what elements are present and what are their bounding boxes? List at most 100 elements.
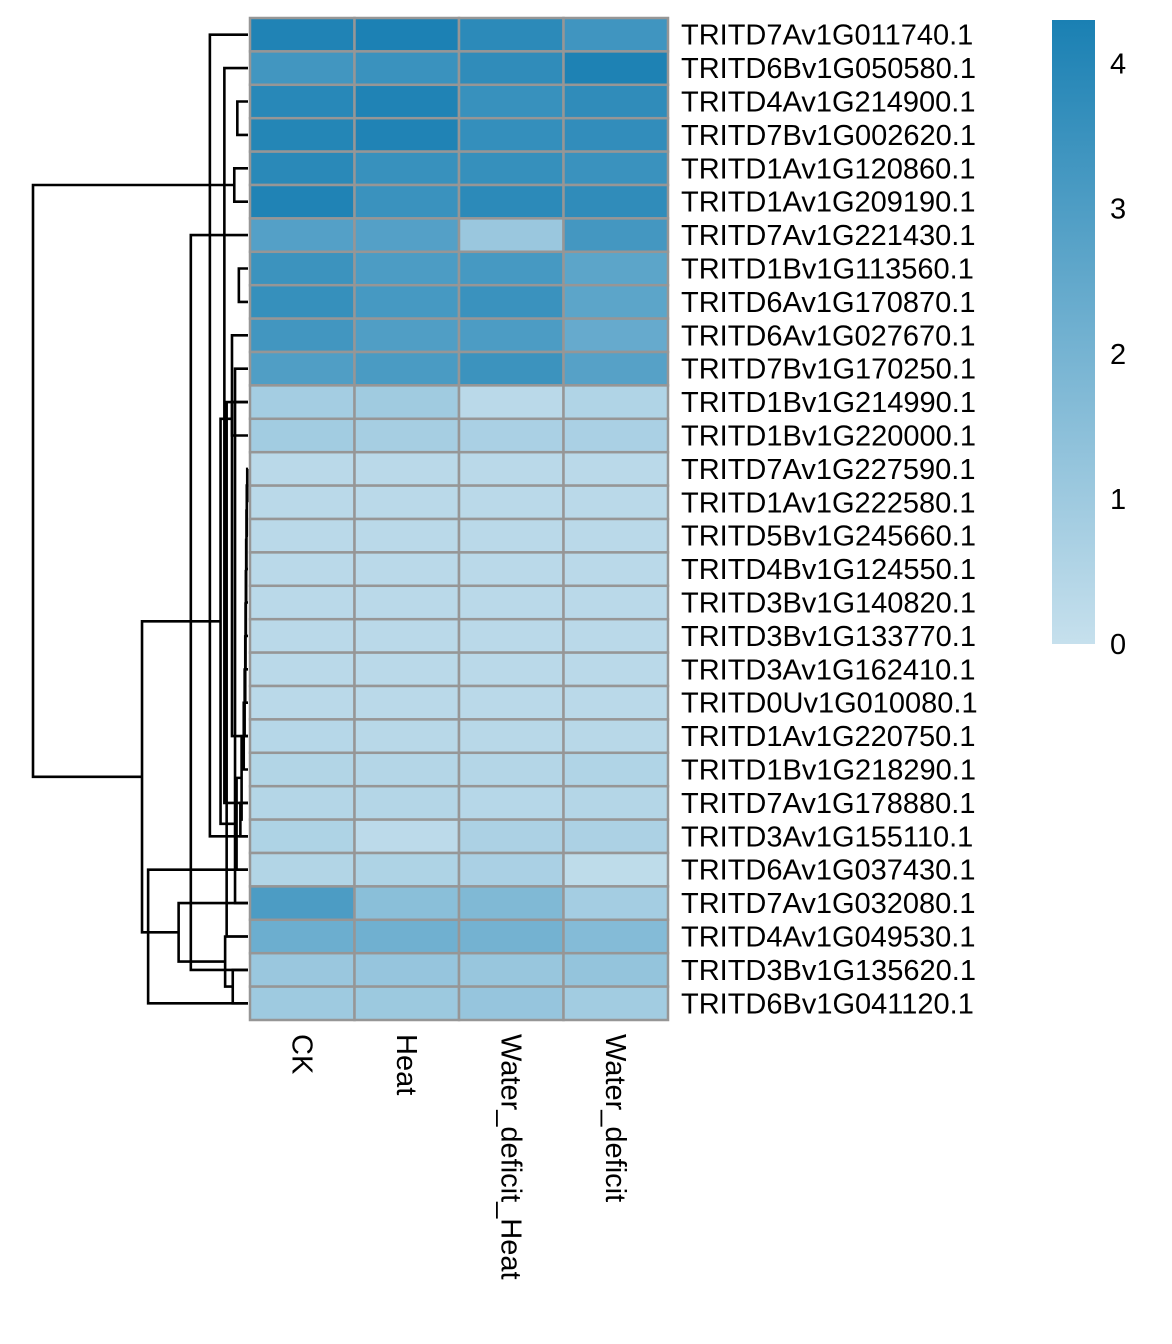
heatmap-cell (457, 551, 565, 588)
row-label: TRITD1Av1G222580.1 (681, 487, 975, 519)
heatmap-cell (248, 16, 356, 53)
heatmap-cell (353, 283, 461, 320)
heatmap-cell (353, 784, 461, 821)
heatmap-cell (562, 116, 670, 153)
heatmap-cell (353, 217, 461, 254)
heatmap-cell (457, 617, 565, 654)
heatmap-cell (457, 818, 565, 855)
heatmap-cell (353, 83, 461, 120)
heatmap-cell (457, 250, 565, 287)
heatmap-cell (248, 250, 356, 287)
heatmap-cell (562, 384, 670, 421)
heatmap-cell (353, 417, 461, 454)
heatmap-cell (353, 851, 461, 888)
heatmap-cell (248, 116, 356, 153)
heatmap-cell (353, 50, 461, 87)
heatmap-cell (248, 818, 356, 855)
heatmap-cell (457, 83, 565, 120)
heatmap-cell (353, 484, 461, 521)
row-labels: TRITD7Av1G011740.1TRITD6Bv1G050580.1TRIT… (681, 20, 978, 1021)
heatmap-cell (562, 150, 670, 187)
heatmap-cell (562, 718, 670, 755)
heatmap-cell (248, 183, 356, 220)
heatmap-cell (248, 217, 356, 254)
heatmap-cell (353, 317, 461, 354)
heatmap-cell (562, 985, 670, 1022)
heatmap-cell (353, 150, 461, 187)
dendrogram-branch (177, 901, 248, 963)
row-dendrogram (31, 33, 249, 1005)
heatmap-cell (248, 484, 356, 521)
heatmap-cell (457, 784, 565, 821)
heatmap-cell (562, 283, 670, 320)
heatmap-cell (562, 885, 670, 922)
heatmap-cell (457, 517, 565, 554)
heatmap-cell (562, 16, 670, 53)
heatmap-cell (562, 317, 670, 354)
column-labels: CK Heat Water_deficit_Heat Water_deficit (285, 1034, 631, 1280)
heatmap-cell (248, 918, 356, 955)
heatmap-cell (353, 751, 461, 788)
heatmap-cell (248, 751, 356, 788)
heatmap-cell (353, 885, 461, 922)
row-label: TRITD1Bv1G220000.1 (681, 421, 976, 453)
heatmap-cell (353, 951, 461, 988)
heatmap-cell (457, 584, 565, 621)
heatmap-cell (353, 16, 461, 53)
heatmap-cell (562, 217, 670, 254)
heatmap-cell (248, 684, 356, 721)
heatmap-cell (562, 350, 670, 387)
heatmap-cell (248, 450, 356, 487)
heatmap-cells (248, 16, 670, 1022)
heatmap-cell (248, 50, 356, 87)
heatmap-cell (353, 517, 461, 554)
dendrogram-branch (240, 734, 244, 821)
heatmap-cell (248, 885, 356, 922)
column-label: Heat (390, 1034, 422, 1095)
heatmap-cell (248, 283, 356, 320)
row-label: TRITD4Bv1G124550.1 (681, 554, 976, 586)
heatmap-cell (248, 617, 356, 654)
heatmap-cell (353, 250, 461, 287)
legend-tick-label: 0 (1110, 629, 1126, 661)
heatmap-cell (562, 584, 670, 621)
dendrogram-branch (230, 334, 248, 738)
row-label: TRITD7Av1G221430.1 (681, 220, 975, 252)
heatmap-cell (562, 818, 670, 855)
dendrogram-branch (223, 935, 248, 988)
heatmap-cell (353, 718, 461, 755)
heatmap-cell (248, 350, 356, 387)
heatmap-cell (562, 517, 670, 554)
heatmap-cell (353, 684, 461, 721)
heatmap-cell (353, 985, 461, 1022)
heatmap-cell (457, 684, 565, 721)
heatmap-cell (248, 651, 356, 688)
row-label: TRITD6Av1G037430.1 (681, 855, 975, 887)
heatmap-cell (248, 985, 356, 1022)
heatmap-cell (457, 484, 565, 521)
heatmap-cell (457, 651, 565, 688)
row-label: TRITD3Av1G155110.1 (681, 821, 973, 853)
color-legend: 0 1 2 3 4 (1052, 20, 1126, 661)
column-label: Water_deficit_Heat (494, 1034, 526, 1280)
heatmap-cell (562, 50, 670, 87)
row-label: TRITD1Av1G220750.1 (681, 721, 975, 753)
dendrogram-branch (146, 868, 248, 1005)
heatmap-cell (562, 484, 670, 521)
dendrogram-branch (140, 619, 221, 934)
heatmap-cell (562, 551, 670, 588)
heatmap-cell (457, 116, 565, 153)
row-label: TRITD4Av1G214900.1 (681, 87, 975, 119)
heatmap-cell (248, 317, 356, 354)
heatmap-cell (457, 384, 565, 421)
row-label: TRITD0Uv1G010080.1 (681, 688, 978, 720)
heatmap-cell (457, 16, 565, 53)
row-label: TRITD7Av1G178880.1 (681, 788, 975, 820)
heatmap-cell (353, 551, 461, 588)
heatmap-cell (457, 751, 565, 788)
row-label: TRITD5Bv1G245660.1 (681, 521, 976, 553)
heatmap-cell (562, 250, 670, 287)
heatmap-cell (353, 116, 461, 153)
heatmap-cell (457, 350, 565, 387)
legend-tick-label: 4 (1110, 49, 1126, 81)
